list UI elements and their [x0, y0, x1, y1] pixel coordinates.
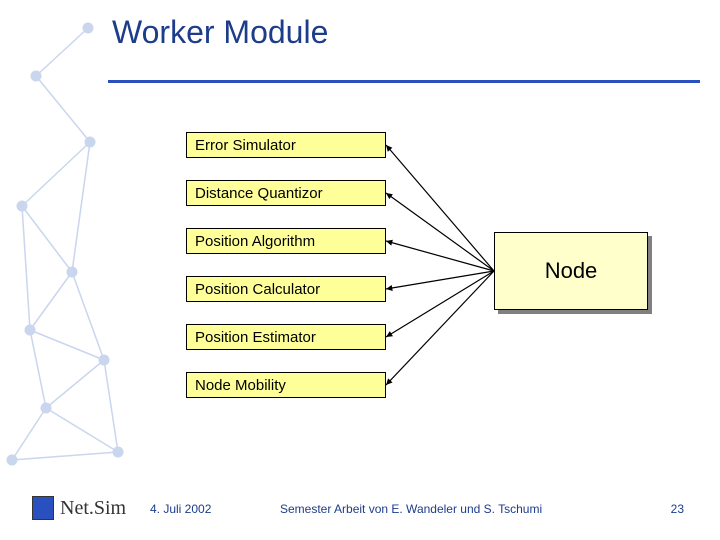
module-box: Node Mobility [186, 372, 386, 398]
module-box-label: Position Algorithm [195, 233, 315, 250]
slide: Worker Module Error Simulator Distance Qu… [0, 0, 720, 540]
logo-swatch [32, 496, 54, 520]
module-box-label: Error Simulator [195, 137, 296, 154]
module-box: Position Algorithm [186, 228, 386, 254]
module-box-label: Distance Quantizor [195, 185, 323, 202]
module-box-label: Position Estimator [195, 329, 316, 346]
logo-text: Net.Sim [60, 497, 126, 520]
slide-title: Worker Module [112, 14, 328, 51]
node-box: Node [494, 232, 648, 310]
module-box: Position Calculator [186, 276, 386, 302]
footer-page-number: 23 [671, 502, 684, 516]
title-underline [108, 80, 700, 83]
module-box: Distance Quantizor [186, 180, 386, 206]
module-box-label: Position Calculator [195, 281, 320, 298]
footer-date: 4. Juli 2002 [150, 502, 211, 516]
footer-center: Semester Arbeit von E. Wandeler und S. T… [280, 502, 542, 516]
node-label: Node [545, 258, 598, 284]
module-box-label: Node Mobility [195, 377, 286, 394]
logo: Net.Sim [32, 496, 126, 520]
module-box: Position Estimator [186, 324, 386, 350]
module-box: Error Simulator [186, 132, 386, 158]
